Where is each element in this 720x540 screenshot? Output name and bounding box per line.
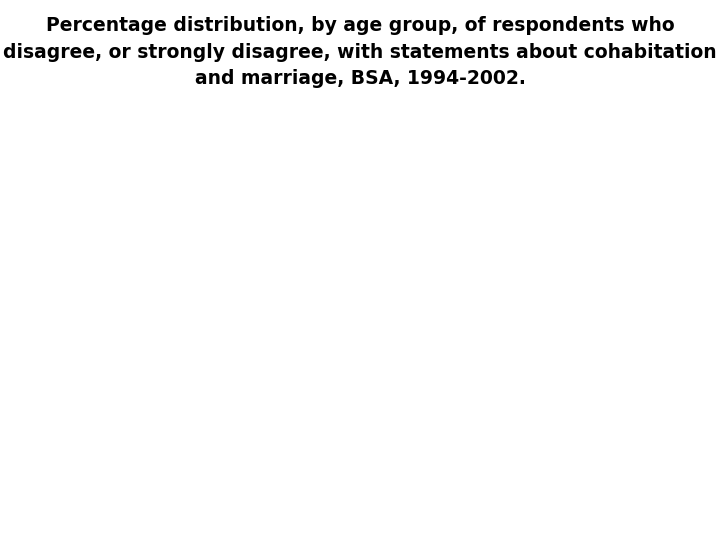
Text: Percentage distribution, by age group, of respondents who
disagree, or strongly : Percentage distribution, by age group, o… (3, 16, 717, 88)
